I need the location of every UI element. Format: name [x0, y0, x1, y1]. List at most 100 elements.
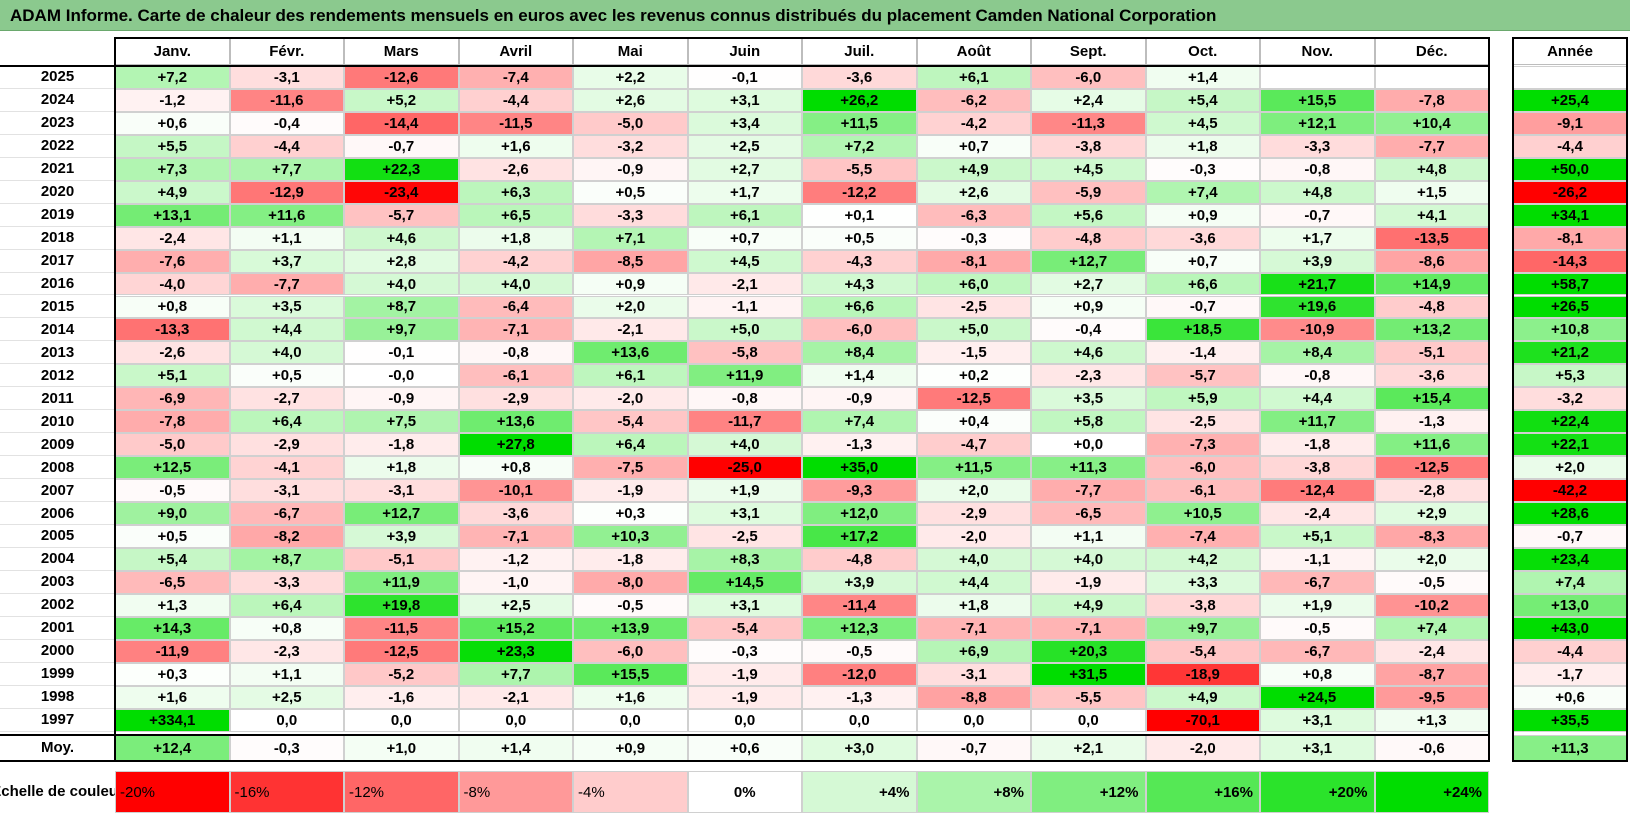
heatmap-cell: -4,4 — [458, 88, 573, 112]
heatmap-cell: +26,2 — [802, 88, 917, 112]
heatmap-cell: -8,0 — [573, 570, 688, 594]
heatmap-cell: +21,7 — [1260, 272, 1375, 296]
heatmap-cell: +1,3 — [115, 593, 230, 617]
heatmap-cell: +2,0 — [916, 479, 1031, 503]
heatmap-cell: -5,4 — [687, 616, 802, 640]
heatmap-cell: -7,4 — [458, 66, 573, 89]
year-label: 2016 — [0, 273, 115, 296]
heatmap-cell: +0,5 — [573, 180, 688, 204]
annual-cell: +0,6 — [1513, 685, 1627, 709]
heatmap-cell: -7,1 — [458, 525, 573, 548]
annual-cell: -0,7 — [1513, 525, 1627, 548]
heatmap-cell: -9,3 — [802, 479, 917, 503]
heatmap-cell: -5,1 — [344, 547, 459, 571]
heatmap-cell — [1260, 66, 1375, 89]
heatmap-cell: -4,8 — [1031, 226, 1146, 250]
heatmap-cell: -7,8 — [115, 410, 230, 434]
annual-cell: +28,6 — [1513, 502, 1627, 525]
heatmap-cell: +7,3 — [115, 157, 230, 181]
heatmap-cell: +3,3 — [1145, 570, 1260, 594]
heatmap-cell: -7,1 — [916, 616, 1031, 640]
year-label: 2005 — [0, 525, 115, 548]
year-label: 1999 — [0, 663, 115, 686]
heatmap-cell: -5,0 — [573, 111, 688, 135]
annual-cell: +21,2 — [1513, 341, 1627, 365]
heatmap-cell: +8,4 — [802, 341, 917, 365]
heatmap-cell: -3,2 — [573, 134, 688, 158]
average-cell: -0,7 — [916, 735, 1031, 761]
heatmap-cell: -4,7 — [916, 433, 1031, 457]
heatmap-cell: +27,8 — [458, 433, 573, 457]
heatmap-cell: -11,3 — [1031, 111, 1146, 135]
heatmap-cell: +7,7 — [229, 157, 344, 181]
year-label: 2020 — [0, 181, 115, 204]
heatmap-cell: -13,5 — [1374, 226, 1489, 250]
heatmap-cell: -25,0 — [687, 456, 802, 480]
heatmap-cell: -5,9 — [1031, 180, 1146, 204]
heatmap-cell: +2,2 — [573, 66, 688, 89]
column-header: Juin — [687, 38, 802, 65]
heatmap-cell: +4,0 — [229, 341, 344, 365]
heatmap-cell: -1,3 — [1374, 410, 1489, 434]
heatmap-cell: -11,6 — [229, 88, 344, 112]
heatmap-cell: +3,5 — [1031, 387, 1146, 411]
heatmap-cell: +1,7 — [1260, 226, 1375, 250]
heatmap-cell: -0,9 — [344, 387, 459, 411]
heatmap-cell: +0,9 — [573, 272, 688, 296]
year-label: 2002 — [0, 594, 115, 617]
annual-column-header: Année — [1513, 38, 1627, 65]
year-label: 2014 — [0, 318, 115, 342]
heatmap-cell: +4,5 — [1145, 111, 1260, 135]
heatmap-cell: +13,1 — [115, 203, 230, 227]
year-label: 2011 — [0, 387, 115, 411]
heatmap-cell: -11,5 — [458, 111, 573, 135]
heatmap-cell: +0,5 — [229, 364, 344, 388]
year-label: 2010 — [0, 410, 115, 434]
average-cell: +3,0 — [802, 735, 917, 761]
heatmap-cell: -5,2 — [344, 662, 459, 686]
heatmap-cell: -6,5 — [1031, 502, 1146, 525]
heatmap-cell: -0,5 — [115, 479, 230, 503]
year-label: 2018 — [0, 227, 115, 250]
color-scale-swatch: +4% — [802, 771, 917, 813]
heatmap-cell: +0,7 — [687, 226, 802, 250]
average-cell: +3,1 — [1260, 735, 1375, 761]
heatmap-cell: -5,0 — [115, 433, 230, 457]
heatmap-cell: -4,0 — [115, 272, 230, 296]
annual-cell: +35,5 — [1513, 708, 1627, 732]
color-scale-swatch: -16% — [229, 771, 344, 813]
year-label: 2006 — [0, 502, 115, 525]
heatmap-cell: +5,4 — [115, 547, 230, 571]
average-cell: -0,6 — [1374, 735, 1489, 761]
heatmap-cell: -3,3 — [573, 203, 688, 227]
heatmap-cell: -3,6 — [1374, 364, 1489, 388]
heatmap-cell: -2,6 — [458, 157, 573, 181]
heatmap-cell: +4,4 — [229, 318, 344, 342]
color-scale-swatch: -8% — [458, 771, 573, 813]
heatmap-cell: -13,3 — [115, 318, 230, 342]
heatmap-cell: +7,5 — [344, 410, 459, 434]
heatmap-cell: -0,9 — [802, 387, 917, 411]
heatmap-cell: -0,7 — [1260, 203, 1375, 227]
annual-cell: +10,8 — [1513, 318, 1627, 342]
heatmap-cell: -3,8 — [1260, 456, 1375, 480]
heatmap-cell: -8,5 — [573, 249, 688, 273]
heatmap-cell: +14,5 — [687, 570, 802, 594]
heatmap-cell: +11,5 — [802, 111, 917, 135]
heatmap-cell: +0,6 — [115, 111, 230, 135]
heatmap-cell: -3,1 — [344, 479, 459, 503]
annual-cell: +22,4 — [1513, 410, 1627, 434]
heatmap-cell: -5,8 — [687, 341, 802, 365]
heatmap-cell: +24,5 — [1260, 685, 1375, 709]
heatmap-cell: +5,1 — [1260, 525, 1375, 548]
heatmap-cell: +11,5 — [916, 456, 1031, 480]
heatmap-cell: -1,9 — [573, 479, 688, 503]
heatmap-cell: -2,3 — [1031, 364, 1146, 388]
heatmap-cell: +4,0 — [344, 272, 459, 296]
heatmap-cell: +12,0 — [802, 502, 917, 525]
column-header: Janv. — [115, 38, 230, 65]
heatmap-cell: -10,2 — [1374, 593, 1489, 617]
heatmap-cell: +0,3 — [115, 662, 230, 686]
heatmap-cell: +2,0 — [1374, 547, 1489, 571]
heatmap-cell: -2,9 — [458, 387, 573, 411]
